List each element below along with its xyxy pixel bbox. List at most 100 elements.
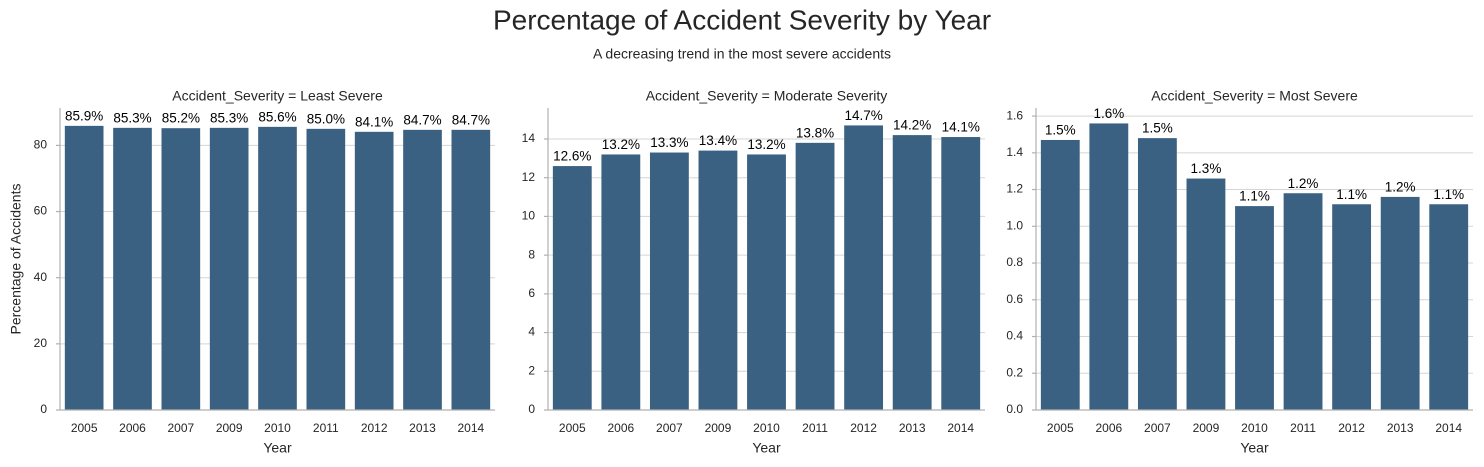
value-label: 13.2%	[602, 137, 640, 152]
y-tick-label: 14	[522, 131, 536, 145]
x-tick-label: 2013	[899, 421, 926, 435]
bar	[1283, 193, 1323, 410]
bar	[306, 128, 346, 410]
value-label: 13.3%	[650, 135, 688, 150]
y-tick-label: 40	[34, 270, 48, 284]
x-tick-label: 2005	[559, 421, 586, 435]
y-tick-label: 0.4	[1006, 329, 1023, 343]
value-label: 1.2%	[1288, 176, 1319, 191]
y-tick-label: 1.0	[1006, 218, 1023, 232]
bar	[113, 127, 152, 411]
value-label: 84.7%	[403, 112, 441, 127]
value-label: 84.1%	[355, 114, 393, 129]
x-tick-label: 2009	[216, 421, 243, 435]
value-label: 1.5%	[1142, 121, 1173, 136]
x-tick-label: 2010	[753, 421, 780, 435]
y-axis-label: Percentage of Accidents	[8, 184, 24, 335]
value-label: 1.2%	[1385, 179, 1416, 194]
x-tick-label: 2011	[313, 421, 339, 435]
y-tick-label: 0.6	[1006, 292, 1023, 306]
x-axis-label: Year	[263, 440, 292, 456]
bar	[1235, 206, 1274, 410]
bar	[552, 166, 592, 410]
y-tick-label: 0	[40, 402, 47, 416]
value-label: 85.6%	[258, 109, 296, 124]
x-tick-label: 2005	[71, 421, 98, 435]
y-tick-label: 10	[522, 209, 536, 223]
x-tick-label: 2007	[656, 421, 683, 435]
value-label: 1.1%	[1336, 187, 1367, 202]
bar	[354, 131, 394, 411]
x-tick-label: 2006	[119, 421, 146, 435]
bar	[209, 127, 249, 411]
x-tick-label: 2007	[167, 421, 194, 435]
x-tick-label: 2011	[802, 421, 828, 435]
bar	[1332, 204, 1372, 410]
value-label: 14.1%	[942, 120, 980, 135]
value-label: 13.8%	[796, 125, 834, 140]
bar	[64, 125, 104, 410]
y-tick-label: 1.6	[1006, 108, 1023, 122]
panel-title: Accident_Severity = Least Severe	[172, 88, 383, 104]
value-label: 85.0%	[307, 111, 345, 126]
y-tick-label: 12	[522, 170, 536, 184]
y-tick-label: 1.4	[1006, 145, 1023, 159]
y-tick-label: 0	[528, 402, 535, 416]
y-tick-label: 0.8	[1006, 255, 1023, 269]
value-label: 1.1%	[1239, 189, 1270, 204]
bar	[747, 154, 786, 410]
x-tick-label: 2005	[1047, 421, 1074, 435]
bar	[258, 126, 297, 411]
y-tick-label: 2	[528, 363, 535, 377]
x-tick-label: 2009	[1193, 421, 1220, 435]
x-tick-label: 2010	[264, 421, 291, 435]
x-tick-label: 2006	[607, 421, 634, 435]
x-tick-label: 2012	[850, 421, 877, 435]
y-tick-label: 0.0	[1006, 402, 1023, 416]
value-label: 14.7%	[844, 108, 882, 123]
value-label: 1.3%	[1191, 161, 1222, 176]
value-label: 85.9%	[65, 108, 103, 123]
x-tick-label: 2006	[1095, 421, 1122, 435]
bar	[1137, 138, 1177, 410]
bar	[601, 154, 641, 410]
y-tick-label: 0.2	[1006, 365, 1023, 379]
value-label: 1.1%	[1433, 187, 1464, 202]
value-label: 84.7%	[452, 112, 490, 127]
value-label: 1.5%	[1045, 123, 1076, 138]
x-tick-label: 2007	[1144, 421, 1171, 435]
x-axis-label: Year	[1240, 440, 1269, 456]
y-tick-label: 8	[528, 247, 535, 261]
bar	[1040, 139, 1080, 410]
bar	[941, 137, 981, 411]
y-tick-label: 4	[528, 325, 535, 339]
value-label: 85.3%	[113, 110, 151, 125]
y-tick-label: 1.2	[1006, 182, 1023, 196]
x-tick-label: 2013	[1387, 421, 1414, 435]
y-tick-label: 60	[34, 204, 48, 218]
x-tick-label: 2013	[409, 421, 436, 435]
bar	[161, 128, 201, 411]
chart-title: Percentage of Accident Severity by Year	[493, 4, 991, 35]
value-label: 12.6%	[553, 149, 591, 164]
bar	[795, 142, 835, 410]
x-tick-label: 2014	[947, 421, 974, 435]
value-label: 13.4%	[699, 133, 737, 148]
bar	[892, 135, 932, 410]
x-tick-label: 2014	[1435, 421, 1462, 435]
bar	[844, 125, 884, 410]
bar	[451, 129, 491, 410]
bar	[1186, 178, 1226, 410]
value-label: 85.2%	[162, 111, 200, 126]
bar	[403, 129, 442, 410]
chart-subtitle: A decreasing trend in the most severe ac…	[593, 46, 891, 62]
x-tick-label: 2012	[361, 421, 388, 435]
x-tick-label: 2014	[457, 421, 484, 435]
x-tick-label: 2012	[1338, 421, 1365, 435]
bar	[1089, 123, 1129, 410]
x-axis-label: Year	[752, 440, 781, 456]
bar	[649, 152, 689, 410]
y-tick-label: 20	[34, 336, 48, 350]
x-tick-label: 2010	[1241, 421, 1268, 435]
